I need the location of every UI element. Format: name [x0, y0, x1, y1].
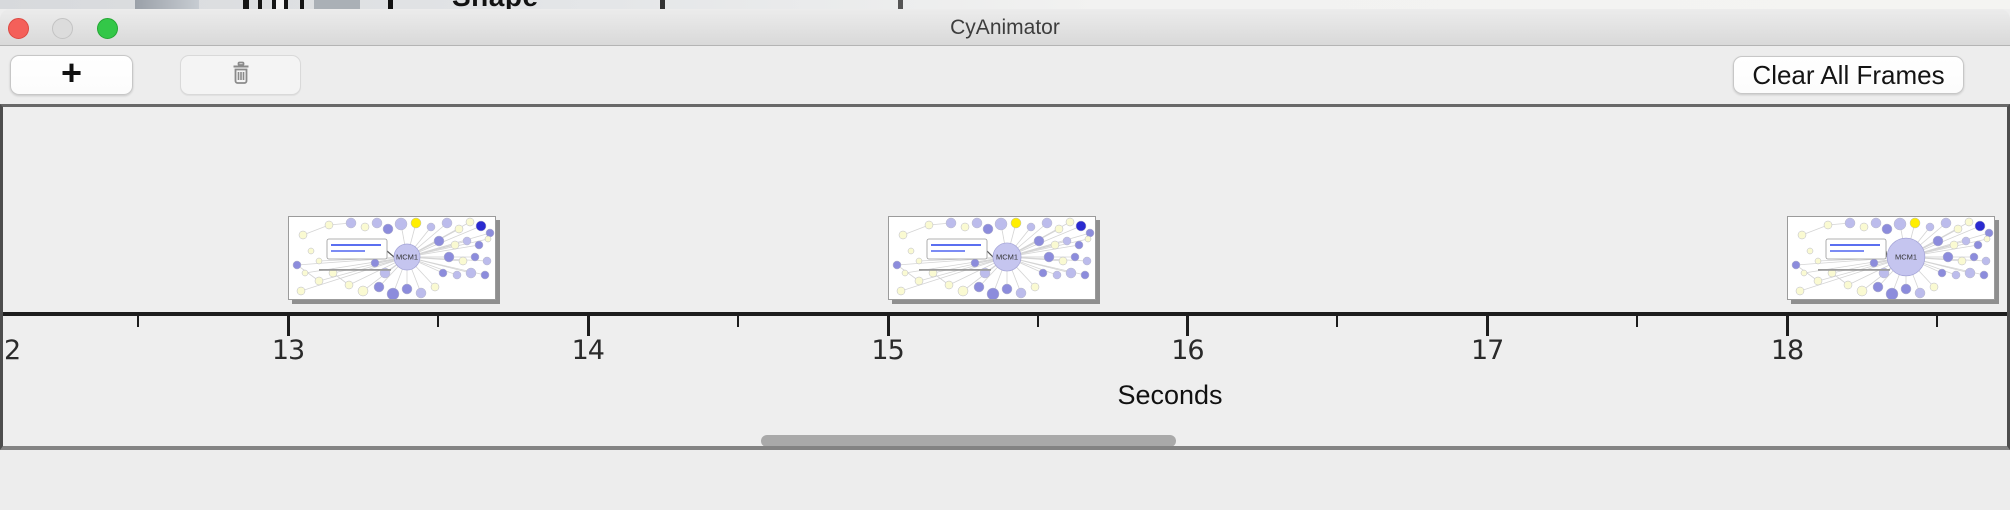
- background-fragment: [243, 0, 249, 9]
- timeline-minor-tick: [1935, 316, 1938, 327]
- background-fragment: [258, 0, 262, 9]
- svg-text:MCM1: MCM1: [996, 253, 1018, 262]
- timeline-tick-label: 17: [1471, 335, 1504, 366]
- timeline-minor-tick: [1636, 316, 1639, 327]
- timeline-tick-label-clipped: 2: [4, 335, 21, 366]
- frame-thumbnail[interactable]: MCM1: [288, 216, 496, 300]
- add-frame-button[interactable]: +: [10, 55, 133, 95]
- timeline-major-tick: [1486, 316, 1490, 336]
- timeline-minor-tick: [1036, 316, 1039, 327]
- background-fragment: [660, 0, 665, 9]
- trash-icon: [227, 59, 255, 92]
- delete-frame-button[interactable]: [180, 55, 301, 95]
- timeline-tick-label: 14: [571, 335, 605, 366]
- timeline-tick-label: 13: [271, 335, 305, 366]
- timeline-tick-label: 18: [1770, 335, 1804, 366]
- minimize-button[interactable]: [52, 18, 73, 39]
- svg-text:MCM1: MCM1: [396, 253, 418, 262]
- timeline-major-tick: [886, 316, 890, 336]
- axis-unit-label: Seconds: [1117, 380, 1223, 410]
- zoom-button[interactable]: [97, 18, 118, 39]
- frame-thumbnail[interactable]: MCM1: [887, 216, 1096, 300]
- timeline-major-tick: [287, 316, 290, 336]
- timeline-ruler-line: [3, 312, 2007, 316]
- title-bar: CyAnimator: [0, 9, 2010, 46]
- frames-toolbar: + Clear All Frames: [0, 46, 2010, 104]
- playback-control-bar: Animation Speed:: [0, 450, 2010, 510]
- timeline-minor-tick: [436, 316, 439, 327]
- background-fragment: [276, 0, 284, 9]
- timeline-major-tick: [1786, 316, 1789, 336]
- background-fragment: [314, 0, 360, 9]
- timeline-tick-label: 16: [1171, 335, 1204, 366]
- svg-text:MCM1: MCM1: [1895, 253, 1917, 262]
- frame-thumbnail[interactable]: MCM1: [1787, 216, 1995, 300]
- clear-all-frames-button[interactable]: Clear All Frames: [1733, 56, 1964, 94]
- timeline-panel: MCM1 MCM1 MCM1 13 14 15 16 17 18 2 Seconds: [0, 104, 2010, 450]
- window-title: CyAnimator: [950, 16, 1060, 39]
- timeline-minor-tick: [137, 316, 140, 327]
- background-fragment: [135, 0, 199, 9]
- timeline-tick-label: 15: [871, 335, 904, 366]
- timeline-major-tick: [586, 316, 590, 336]
- timeline-minor-tick: [1336, 316, 1339, 327]
- close-button[interactable]: [8, 18, 29, 39]
- plus-icon: +: [60, 52, 83, 93]
- background-shape-text: Shape: [452, 0, 572, 9]
- background-window-sliver: Shape: [0, 0, 2010, 9]
- background-fragment: [388, 0, 393, 9]
- background-fragment: [300, 0, 304, 9]
- timeline-minor-tick: [736, 316, 739, 327]
- background-fragment: [898, 0, 903, 9]
- timeline-scrollbar[interactable]: [761, 435, 1176, 446]
- timeline-major-tick: [1186, 316, 1190, 336]
